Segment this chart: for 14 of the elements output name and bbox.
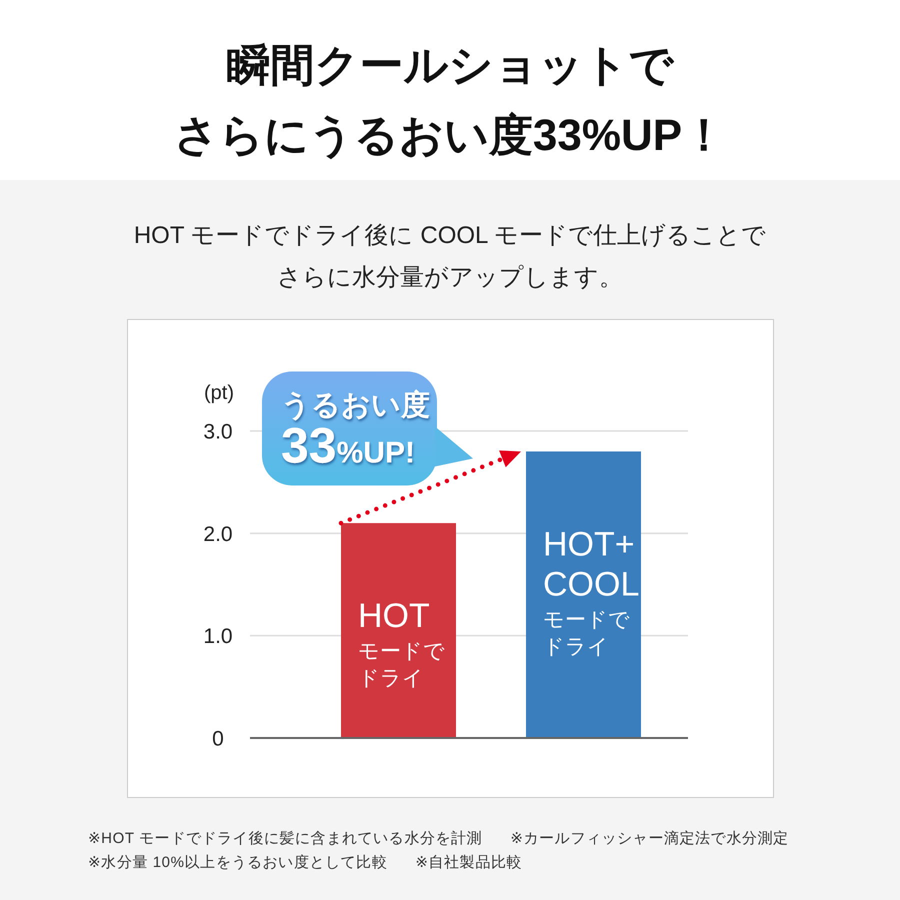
chart-subtitle: HOT モードでドライ後に COOL モードで仕上げることでさらに水分量がアップします。 bbox=[134, 222, 766, 291]
y-tick-label: 3.0 bbox=[203, 420, 233, 444]
annotation: うるおい度33%UP! bbox=[281, 388, 430, 474]
x-tick-label: HOT モードでドライ bbox=[358, 597, 445, 690]
text: ※水分量 10%以上をうるおい度として比較 bbox=[88, 854, 388, 871]
text: ※HOT モードでドライ後に髪に含まれている水分を計測 bbox=[88, 830, 482, 847]
y-axis-title: (pt) bbox=[204, 382, 234, 404]
text: ※カールフィッシャー滴定法で水分測定 bbox=[510, 830, 789, 847]
y-tick-label: 1.0 bbox=[203, 625, 233, 648]
y-tick-label: 0 bbox=[212, 728, 224, 750]
chart-title: 瞬間クールショットでさらにうるおい度33%UP！ bbox=[174, 41, 726, 160]
text: ※自社製品比較 bbox=[415, 854, 522, 871]
y-tick-label: 2.0 bbox=[203, 522, 233, 546]
x-tick-label: HOT+ COOL モードでドライ bbox=[543, 525, 648, 658]
